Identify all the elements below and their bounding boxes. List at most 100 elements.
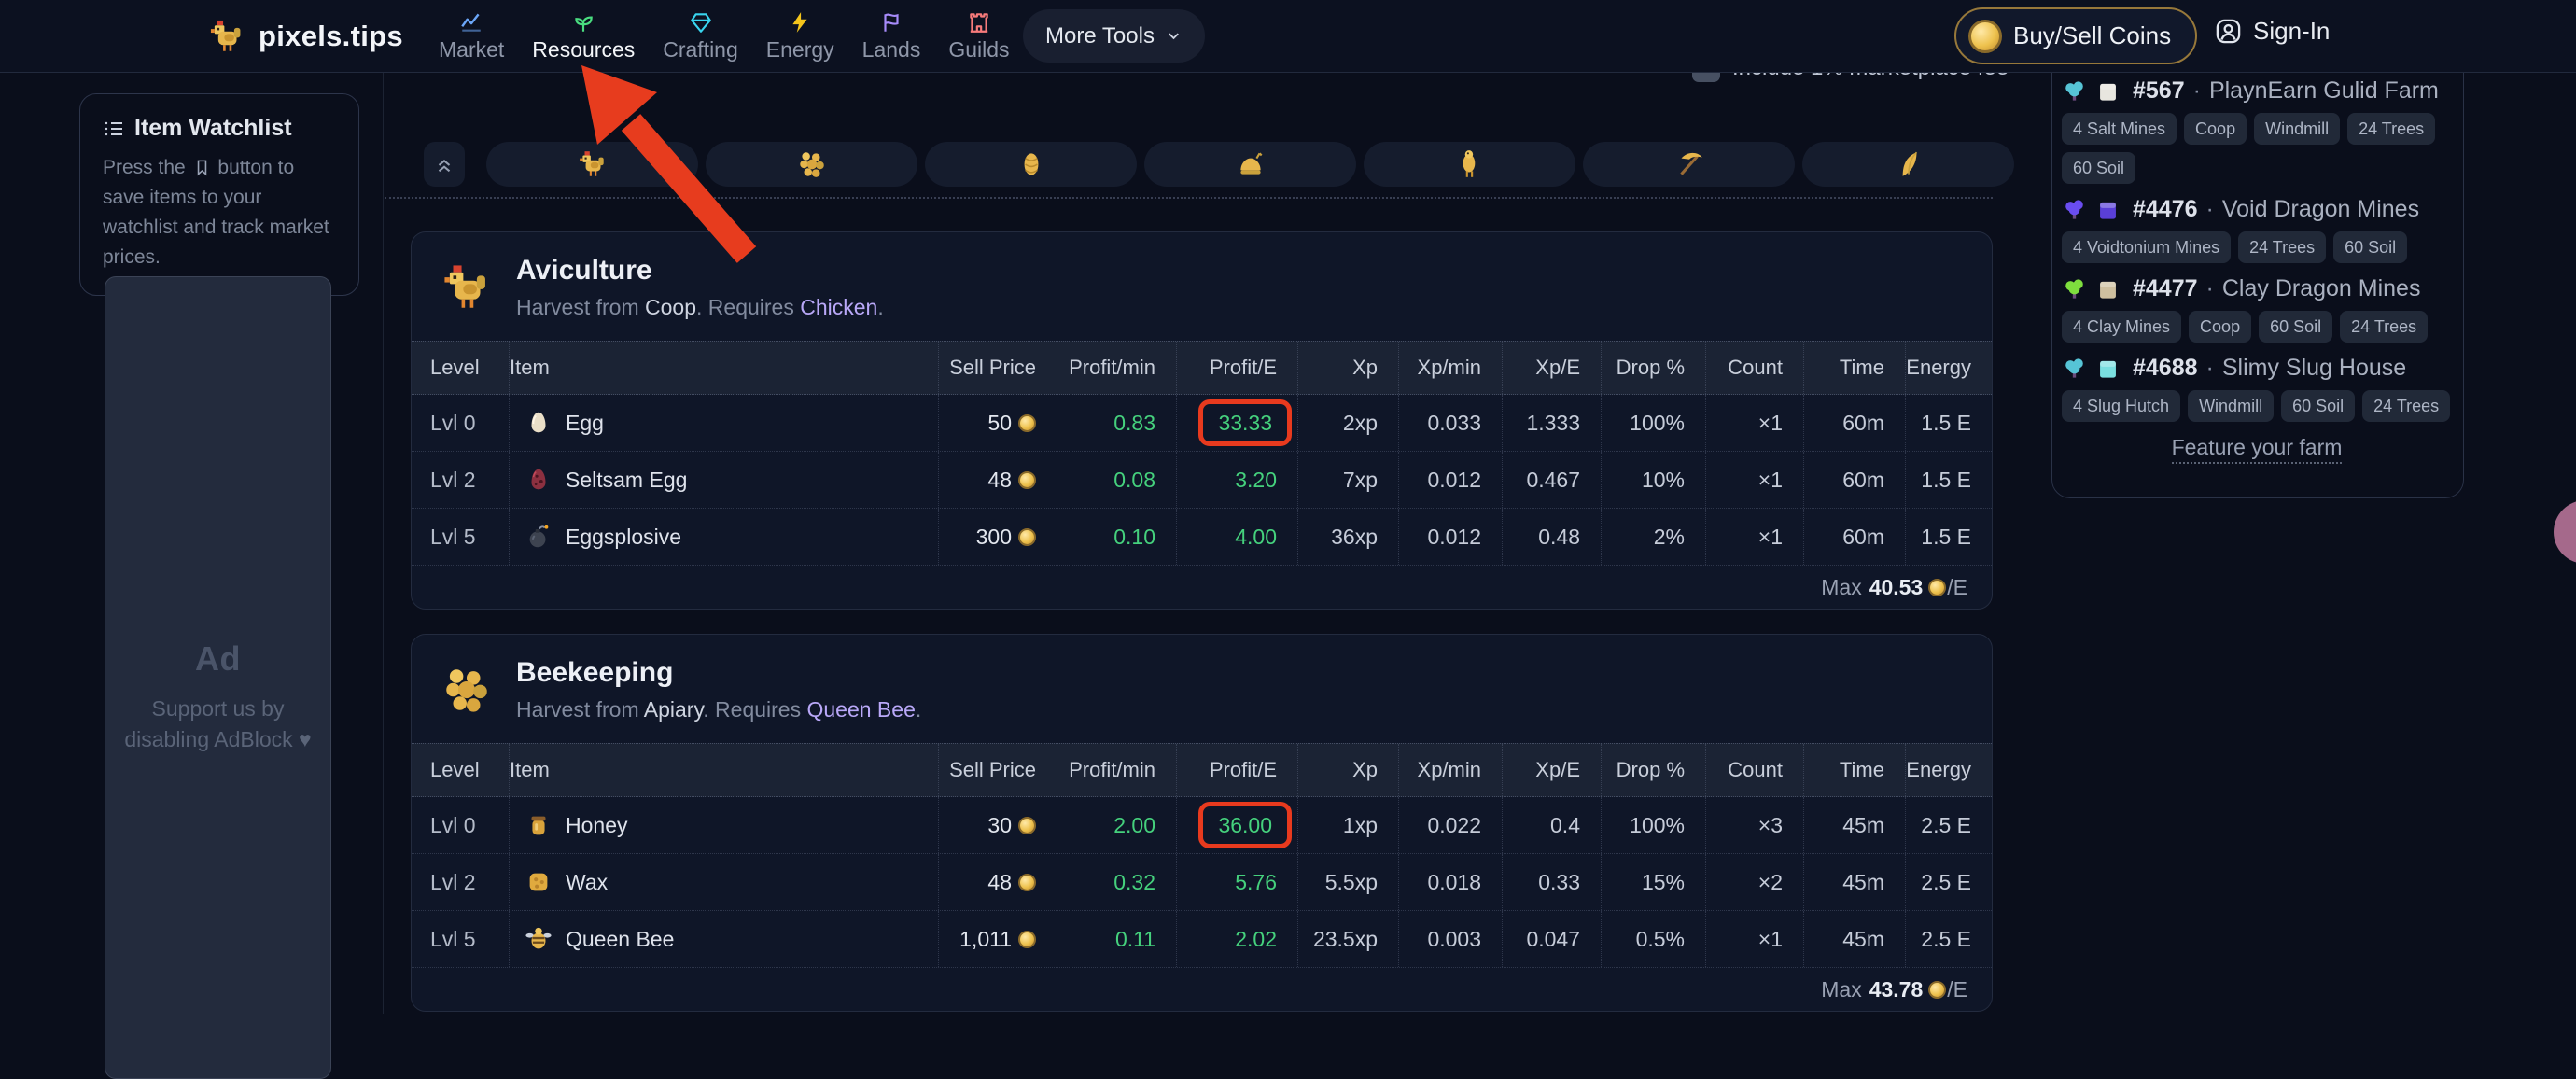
col-xp[interactable]: Xp [1297, 744, 1398, 796]
primary-nav: Market Resources Crafting Energy Lands Guilds [435, 0, 1014, 72]
watchlist-description: Press the button to save items to your w… [103, 157, 329, 268]
col-item[interactable]: Item [509, 744, 938, 796]
sign-in-button[interactable]: Sign-In [2208, 16, 2335, 47]
brand-name: pixels.tips [259, 19, 403, 52]
item-name: Wax [566, 869, 609, 894]
col-count[interactable]: Count [1705, 342, 1803, 394]
col-sell-price[interactable]: Sell Price [938, 744, 1057, 796]
wing-icon [1893, 148, 1925, 180]
section-beekeeping: Beekeeping Harvest from Apiary. Requires … [411, 634, 1993, 1012]
farm-listing-567[interactable]: #567 · PlaynEarn Gulid Farm 4 Salt Mines Coo… [2062, 77, 2452, 185]
nav-item-market[interactable]: Market [435, 10, 508, 63]
col-xp-e[interactable]: Xp/E [1502, 342, 1601, 394]
col-xp-e[interactable]: Xp/E [1502, 744, 1601, 796]
cell-drop: 2% [1601, 509, 1705, 565]
farm-id: #4688 [2133, 355, 2198, 382]
item-name: Egg [566, 410, 604, 435]
floating-action-button[interactable] [2554, 500, 2576, 564]
tab-pickaxe[interactable] [1583, 142, 1795, 187]
col-drop-[interactable]: Drop % [1601, 342, 1705, 394]
col-energy[interactable]: Energy [1905, 744, 1992, 796]
farm-id: #567 [2133, 77, 2185, 104]
cell-item: Seltsam Egg [509, 452, 938, 508]
nav-item-guilds[interactable]: Guilds [945, 10, 1013, 63]
farm-listing-4688[interactable]: #4688 · Slimy Slug House 4 Slug Hutch Windmi… [2062, 355, 2452, 423]
cell-profit_min: 0.83 [1057, 395, 1176, 451]
cell-profit_e: 33.33 [1176, 395, 1297, 451]
brand-logo[interactable]: pixels.tips [207, 0, 403, 72]
farm-tag: 60 Soil [2062, 152, 2136, 185]
col-profit-min[interactable]: Profit/min [1057, 342, 1176, 394]
col-profit-min[interactable]: Profit/min [1057, 744, 1176, 796]
col-energy[interactable]: Energy [1905, 342, 1992, 394]
col-xp-min[interactable]: Xp/min [1398, 744, 1502, 796]
sign-in-label: Sign-In [2253, 17, 2331, 45]
tab-chicken[interactable] [486, 142, 698, 187]
farm-tag: 24 Trees [2362, 390, 2451, 423]
col-time[interactable]: Time [1803, 744, 1905, 796]
cell-level: Lvl 5 [430, 524, 476, 549]
col-level[interactable]: Level [430, 758, 480, 781]
tab-cocoon[interactable] [925, 142, 1137, 187]
farm-tag: Coop [2189, 311, 2252, 343]
tab-bird[interactable] [1364, 142, 1575, 187]
table-row-egg[interactable]: Lvl 0 Egg 50 0.83 33.33 2xp 0.033 1.333 100% ×1 60… [412, 395, 1992, 452]
ad-text-line1: Support us by [151, 696, 285, 721]
col-count[interactable]: Count [1705, 744, 1803, 796]
farm-name: PlaynEarn Gulid Farm [2208, 77, 2439, 104]
col-drop-[interactable]: Drop % [1601, 744, 1705, 796]
ad-label: Ad [195, 639, 241, 678]
nav-item-resources[interactable]: Resources [528, 10, 638, 63]
table-row-wax[interactable]: Lvl 2 Wax 48 0.32 5.76 5.5xp 0.018 0.33 15% ×2 45m… [412, 854, 1992, 911]
cell-xp_e: 0.047 [1502, 911, 1601, 967]
col-item[interactable]: Item [509, 342, 938, 394]
cell-xp: 23.5xp [1297, 911, 1398, 967]
category-tabs [424, 142, 2014, 187]
col-level[interactable]: Level [430, 356, 480, 379]
requires-link[interactable]: Queen Bee [806, 697, 916, 722]
col-time[interactable]: Time [1803, 342, 1905, 394]
buy-sell-coins-button[interactable]: Buy/Sell Coins [1954, 7, 2198, 64]
cell-energy: 1.5 E [1905, 452, 1992, 508]
tab-bee-cluster[interactable] [706, 142, 917, 187]
table-row-queen-bee[interactable]: Lvl 5 Queen Bee 1,011 0.11 2.02 23.5xp 0.003 0.… [412, 911, 1992, 968]
table-row-eggsplosive[interactable]: Lvl 5 Eggsplosive 300 0.10 4.00 36xp 0.012 0.48… [412, 509, 1992, 566]
farm-listing-4477[interactable]: #4477 · Clay Dragon Mines 4 Clay Mines Coop 6… [2062, 275, 2452, 343]
farm-listing-4476[interactable]: #4476 · Void Dragon Mines 4 Voidtonium Mine… [2062, 196, 2452, 264]
cell-time: 60m [1803, 452, 1905, 508]
farm-id: #4476 [2133, 196, 2198, 223]
nav-item-lands[interactable]: Lands [859, 10, 925, 63]
cell-item: Eggsplosive [509, 509, 938, 565]
more-tools-button[interactable]: More Tools [1023, 9, 1205, 63]
table-row-honey[interactable]: Lvl 0 Honey 30 2.00 36.00 1xp 0.022 0.4 100% ×3 45… [412, 797, 1992, 854]
collapse-tabs-button[interactable] [424, 142, 465, 187]
tab-slug[interactable] [1144, 142, 1356, 187]
col-profit-e[interactable]: Profit/E [1176, 744, 1297, 796]
tab-wing[interactable] [1802, 142, 2014, 187]
block-icon [2095, 356, 2121, 381]
feature-your-farm-link[interactable]: Feature your farm [2171, 435, 2343, 465]
more-tools-label: More Tools [1045, 22, 1155, 49]
table-row-seltsam-egg[interactable]: Lvl 2 Seltsam Egg 48 0.08 3.20 7xp 0.012 0.467 1… [412, 452, 1992, 509]
table-header-row: Level Item Sell Price Profit/min Profit/E Xp X… [412, 341, 1992, 395]
requires-link[interactable]: Chicken [800, 295, 878, 319]
cell-drop: 0.5% [1601, 911, 1705, 967]
col-sell-price[interactable]: Sell Price [938, 342, 1057, 394]
col-profit-e[interactable]: Profit/E [1176, 342, 1297, 394]
nav-item-energy[interactable]: Energy [763, 10, 838, 63]
farm-tag: 24 Trees [2340, 311, 2429, 343]
section-description: Harvest from Coop. Requires Chicken. [516, 295, 884, 319]
nav-item-crafting[interactable]: Crafting [659, 10, 742, 63]
crafting-gem-icon [689, 10, 713, 35]
cell-energy: 1.5 E [1905, 509, 1992, 565]
tabs-separator [385, 197, 1993, 199]
honey-icon [525, 811, 553, 839]
cell-profit_e: 5.76 [1176, 854, 1297, 910]
block-icon [2095, 197, 2121, 222]
col-xp[interactable]: Xp [1297, 342, 1398, 394]
col-xp-min[interactable]: Xp/min [1398, 342, 1502, 394]
section-aviculture: Aviculture Harvest from Coop. Requires Ch… [411, 231, 1993, 610]
cell-xp_min: 0.003 [1398, 911, 1502, 967]
coin-icon [1018, 930, 1036, 948]
farm-tag: Coop [2184, 113, 2247, 146]
